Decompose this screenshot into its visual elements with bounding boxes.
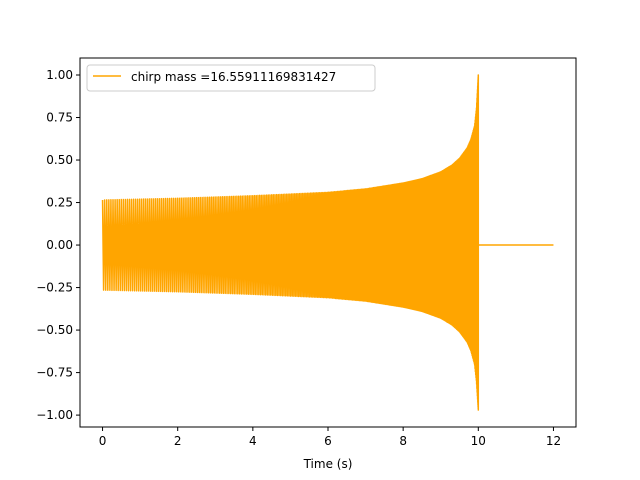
x-tick-label: 8 [399,434,407,448]
y-tick-label: 0.25 [46,196,73,210]
legend: chirp mass =16.55911169831427 [86,64,376,92]
legend-label: chirp mass =16.55911169831427 [131,70,336,84]
x-tick-label: 2 [174,434,182,448]
y-tick-label: −0.75 [36,366,73,380]
y-tick-label: −0.25 [36,281,73,295]
y-tick-label: 0.50 [46,153,73,167]
series-line-chirp [101,74,554,411]
x-tick-label: 0 [99,434,107,448]
y-axis-ticks: −1.00 −0.75 −0.50 −0.25 0.00 0.25 0.50 0.75 1.00 [36,68,80,422]
x-tick-label: 6 [324,434,332,448]
legend-box [86,64,376,92]
x-tick-label: 12 [546,434,561,448]
plot-area [101,74,554,411]
y-tick-label: −0.50 [36,323,73,337]
x-axis-ticks: 0 2 4 6 8 10 12 [99,427,561,448]
x-axis-label: Time (s) [303,457,353,471]
y-tick-label: 0.00 [46,238,73,252]
y-tick-label: −1.00 [36,408,73,422]
y-tick-label: 1.00 [46,68,73,82]
x-tick-label: 4 [249,434,257,448]
x-tick-label: 10 [471,434,486,448]
y-tick-label: 0.75 [46,111,73,125]
